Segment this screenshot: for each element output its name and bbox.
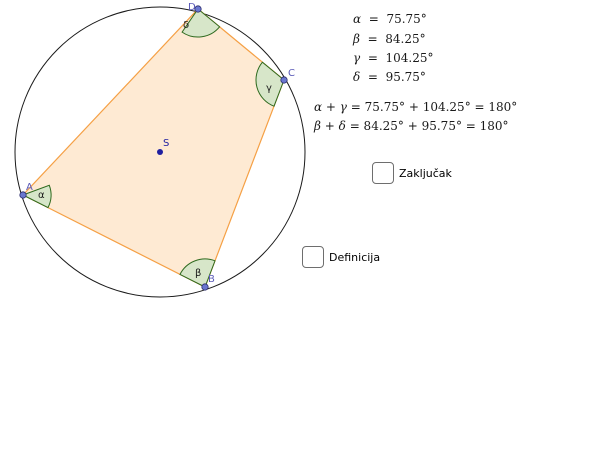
point-S-label: S xyxy=(163,138,169,149)
point-B[interactable] xyxy=(201,283,209,291)
conclusion-checkbox-label: Zaključak xyxy=(399,166,452,180)
sum-rhs-beta-delta: = 84.25° + 95.75° = 180° xyxy=(349,119,509,133)
point-C[interactable] xyxy=(280,76,288,84)
angle-delta-label: δ xyxy=(183,20,189,31)
angle-measure-beta: 84.25° xyxy=(385,32,426,46)
conclusion-checkbox[interactable]: Zaključak xyxy=(372,162,452,184)
equals-sign: = xyxy=(364,51,382,65)
angle-symbol-beta: β xyxy=(353,32,360,46)
angle-value-gamma: γ = 104.25° xyxy=(353,51,434,65)
point-C-label: C xyxy=(288,68,295,79)
angle-gamma-label: γ xyxy=(266,83,272,94)
definition-checkbox-box[interactable] xyxy=(302,246,324,268)
angle-beta-sector xyxy=(179,258,216,288)
point-A[interactable] xyxy=(19,191,27,199)
angle-symbol-alpha: α xyxy=(353,12,362,26)
equals-sign: = xyxy=(364,70,382,84)
sum-beta-delta: β + δ = 84.25° + 95.75° = 180° xyxy=(314,119,509,133)
equals-sign: = xyxy=(364,12,383,26)
equals-sign: = xyxy=(363,32,382,46)
angle-symbol-gamma: γ xyxy=(353,51,361,65)
definition-checkbox[interactable]: Definicija xyxy=(302,246,380,268)
angle-beta-label: β xyxy=(195,268,201,279)
point-A-label: A xyxy=(26,182,33,193)
angle-delta-sector xyxy=(181,8,221,38)
definition-checkbox-label: Definicija xyxy=(329,250,381,264)
sum-lhs-beta-delta: β + δ xyxy=(314,119,346,133)
point-S[interactable] xyxy=(157,149,163,155)
point-D[interactable] xyxy=(194,5,202,13)
angle-gamma-sector xyxy=(255,61,285,107)
conclusion-checkbox-box[interactable] xyxy=(372,162,394,184)
angle-value-delta: δ = 95.75° xyxy=(353,70,426,84)
cyclic-quadrilateral xyxy=(22,8,285,288)
angle-value-alpha: α = 75.75° xyxy=(353,12,427,26)
angle-measure-alpha: 75.75° xyxy=(386,12,427,26)
sum-rhs-alpha-gamma: = 75.75° + 104.25° = 180° xyxy=(350,100,518,114)
angle-symbol-delta: δ xyxy=(353,70,361,84)
angle-value-beta: β = 84.25° xyxy=(353,32,426,46)
angle-alpha-label: α xyxy=(38,190,45,201)
point-B-label: B xyxy=(208,274,215,285)
angle-measure-delta: 95.75° xyxy=(385,70,426,84)
angle-alpha-sector xyxy=(21,184,52,209)
circumcircle xyxy=(14,6,306,298)
angle-measure-gamma: 104.25° xyxy=(385,51,434,65)
sum-lhs-alpha-gamma: α + γ xyxy=(314,100,347,114)
point-D-label: D xyxy=(188,2,196,13)
sum-alpha-gamma: α + γ = 75.75° + 104.25° = 180° xyxy=(314,100,517,114)
